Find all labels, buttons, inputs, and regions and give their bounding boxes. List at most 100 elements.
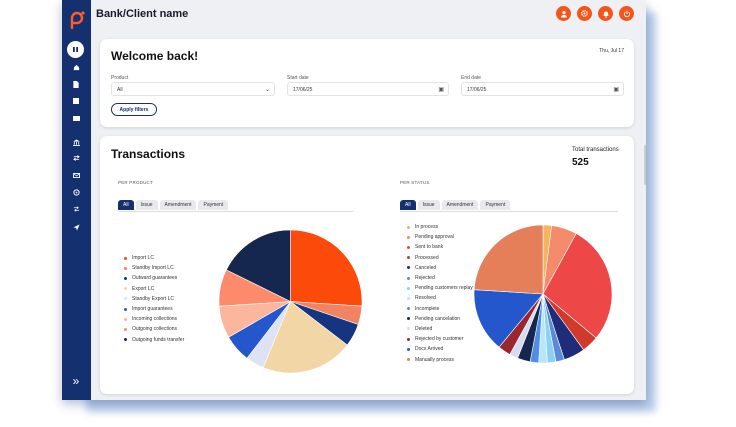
tab-issue[interactable]: Issue [417,200,440,210]
square-icon[interactable] [71,96,81,106]
legend-swatch [124,287,127,291]
end-date-input[interactable]: 17/06/25 ▣ [461,82,624,96]
legend-label: Docs Arrived [415,346,444,353]
legend-swatch [407,235,410,239]
calendar-icon[interactable]: ▣ [613,87,619,93]
pie-slice-sent-to-bank[interactable] [542,233,613,339]
legend-item-resolved[interactable]: Resolved [407,293,473,303]
tab-amendment[interactable]: Amendment [159,200,197,210]
product-label: Product [111,75,129,81]
power-button[interactable] [619,6,634,21]
product-select[interactable]: All ⌄ [111,82,275,96]
legend-item-pending-approval[interactable]: Pending approval [407,232,473,242]
legend-item-canceled[interactable]: Canceled [407,263,473,273]
swap-icon[interactable] [71,204,81,214]
home-icon[interactable] [71,62,81,72]
product-tabs: All Issue Amendment Payment [118,200,229,210]
legend-swatch [124,276,127,280]
legend-item-outward-guarantees[interactable]: Outward guarantees [124,273,184,283]
legend-item-manually-process[interactable]: Manually process [407,354,473,364]
pause-button[interactable] [67,41,84,58]
legend-swatch [407,276,410,280]
document-icon[interactable] [71,79,81,89]
total-transactions-label: Total transactions [572,147,619,153]
expand-sidebar-icon[interactable]: » [72,374,80,388]
legend-item-docs-arrived[interactable]: Docs Arrived [407,344,473,354]
product-legend: Import LC Standby Import LC Outward guaran… [124,253,184,345]
legend-item-export-lc[interactable]: Export LC [124,284,184,294]
legend-item-pending-cancelation[interactable]: Pending cancelation [407,314,473,324]
tab-payment[interactable]: Payment [480,200,511,210]
legend-item-deleted[interactable]: Deleted [407,324,473,334]
legend-swatch [407,245,410,249]
legend-item-standby-import-lc[interactable]: Standby Import LC [124,263,184,273]
transactions-card: Transactions Total transactions 525 PER … [100,136,634,394]
legend-swatch [407,286,410,290]
legend-label: Sent to bank [415,244,444,251]
notifications-button[interactable] [598,6,613,21]
settings-button[interactable] [577,6,592,21]
tab-amendment[interactable]: Amendment [441,200,479,210]
power-icon [623,10,630,17]
start-date-value: 17/06/25 [293,87,313,93]
welcome-card: Welcome back! Thu, Jul 17 Product All ⌄ … [100,39,634,127]
legend-label: Pending customers replay [415,285,473,292]
legend-label: Pending cancelation [415,315,461,322]
pie-slice-import-lc[interactable] [290,229,363,307]
legend-label: Rejected by customer [415,336,464,343]
tab-all[interactable]: All [400,200,416,210]
legend-label: Manually process [415,356,454,363]
card-icon[interactable] [71,113,81,123]
legend-item-pending-customers-replay[interactable]: Pending customers replay [407,283,473,293]
tab-issue[interactable]: Issue [135,200,158,210]
tab-payment[interactable]: Payment [198,200,229,210]
start-date-input[interactable]: 17/06/25 ▣ [287,82,449,96]
brand-logo [70,11,85,30]
legend-item-outgoing-collections[interactable]: Outgoing collections [124,324,184,334]
per-product-label: PER PRODUCT [118,180,153,185]
current-date: Thu, Jul 17 [599,48,624,54]
legend-swatch [407,317,410,321]
end-date-label: End date [461,75,482,81]
pie-slice-export-lc[interactable] [262,301,348,374]
legend-item-sent-to-bank[interactable]: Sent to bank [407,242,473,252]
legend-item-incoming-collections[interactable]: Incoming collections [124,314,184,324]
legend-item-import-lc[interactable]: Import LC [124,253,184,263]
legend-item-import-guarantees[interactable]: Import guarantees [124,304,184,314]
legend-swatch [124,307,127,311]
scrollbar[interactable] [644,145,646,185]
legend-swatch [407,307,410,311]
legend-item-processed[interactable]: Processed [407,253,473,263]
legend-label: Import guarantees [132,306,173,313]
status-tabs: All Issue Amendment Payment [400,200,511,210]
calendar-icon[interactable]: ▣ [438,87,444,93]
apply-filters-button[interactable]: Apply filters [111,103,157,116]
legend-item-standby-export-lc[interactable]: Standby Export LC [124,294,184,304]
user-button[interactable] [556,6,571,21]
tab-all[interactable]: All [118,200,134,210]
tab-divider [118,211,353,212]
legend-label: Outgoing funds transfer [132,336,185,343]
legend-label: Deleted [415,325,433,332]
legend-swatch [124,266,127,270]
bank-icon[interactable] [71,137,81,147]
legend-label: Pending approval [415,234,454,241]
send-icon[interactable] [71,222,81,232]
transfer-icon[interactable] [71,153,81,163]
mail-icon[interactable] [71,170,81,180]
status-legend: In process Pending approval Sent to bank Pr… [407,222,473,365]
tab-divider [400,211,618,212]
legend-item-in-process[interactable]: In process [407,222,473,232]
legend-item-rejected[interactable]: Rejected [407,273,473,283]
legend-item-rejected-by-customer[interactable]: Rejected by customer [407,334,473,344]
settings-circle-icon[interactable] [71,187,81,197]
product-value: All [117,87,123,93]
legend-swatch [407,225,410,229]
legend-label: Outgoing collections [132,326,178,333]
pie-slice-outgoing-funds-transfer[interactable] [225,229,291,302]
pie-slice-manually-process[interactable] [473,224,544,295]
product-pie-chart [218,229,363,374]
pie-slice-docs-arrived[interactable] [473,289,544,348]
legend-item-incomplete[interactable]: Incomplete [407,304,473,314]
legend-item-outgoing-funds-transfer[interactable]: Outgoing funds transfer [124,335,184,345]
